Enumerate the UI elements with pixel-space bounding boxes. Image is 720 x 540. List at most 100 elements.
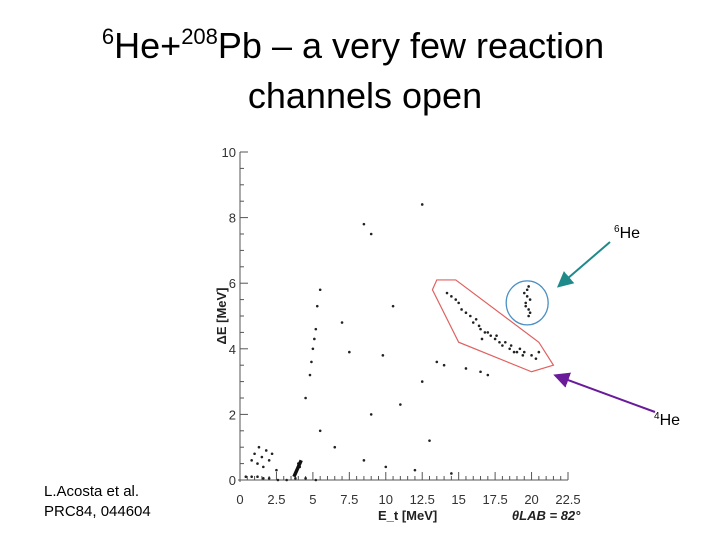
data-point — [524, 304, 528, 308]
data-point — [474, 317, 478, 321]
data-point — [450, 295, 453, 298]
x-tick-label: 10 — [379, 492, 393, 507]
data-point — [498, 340, 501, 344]
data-point — [264, 449, 268, 452]
data-point — [464, 367, 468, 370]
data-point — [294, 477, 297, 480]
label-6he-sup: 6 — [614, 224, 620, 235]
data-point — [537, 350, 541, 354]
data-point — [428, 439, 431, 442]
citation: L.Acosta et al. PRC84, 044604 — [44, 482, 151, 522]
data-point — [471, 321, 475, 324]
data-point — [262, 477, 265, 480]
data-point — [304, 477, 307, 480]
data-point — [285, 478, 288, 482]
x-tick-label: 20 — [524, 492, 538, 507]
x-tick-label: 0 — [236, 492, 243, 507]
data-point — [420, 380, 424, 383]
data-point — [525, 288, 529, 292]
data-point — [313, 337, 316, 341]
data-point — [250, 459, 253, 462]
label-4he: 4He — [654, 412, 680, 430]
data-point — [262, 465, 265, 469]
data-point — [504, 340, 507, 344]
data-point — [250, 475, 253, 479]
data-point — [318, 429, 322, 433]
data-point — [253, 452, 256, 456]
data-point — [413, 468, 417, 472]
data-point — [489, 334, 493, 337]
data-point — [450, 472, 453, 475]
he6-region-circle — [505, 280, 549, 326]
x-tick-label: 12.5 — [410, 492, 435, 507]
citation-line2: PRC84, 044604 — [44, 503, 151, 520]
data-point — [442, 363, 446, 367]
x-tick-label: 5 — [309, 492, 316, 507]
data-point — [435, 360, 439, 364]
data-point — [381, 354, 385, 357]
x-tick-label: 2.5 — [267, 492, 285, 507]
y-tick-label: 2 — [229, 407, 236, 422]
data-point — [479, 370, 482, 374]
data-point — [308, 373, 312, 377]
data-point — [257, 445, 261, 449]
data-point — [480, 337, 484, 341]
data-point — [495, 334, 498, 337]
slide-title-line1: 6He+208Pb – a very few reaction — [0, 26, 713, 66]
data-point — [314, 478, 318, 482]
data-point — [315, 304, 319, 308]
data-point — [362, 222, 366, 226]
data-point — [483, 331, 487, 334]
data-point — [454, 298, 458, 301]
x-axis-label: E_t [MeV] — [378, 508, 437, 523]
data-point — [524, 301, 528, 305]
data-point — [479, 327, 482, 331]
data-point — [311, 347, 315, 351]
data-point — [512, 350, 516, 354]
y-tick-label: 0 — [229, 473, 236, 488]
title-text-he: He+ — [114, 25, 182, 66]
title-sup-mass6: 6 — [101, 24, 115, 49]
data-point — [501, 344, 504, 347]
data-point — [314, 327, 318, 331]
data-point — [534, 357, 538, 360]
label-4he-sup: 4 — [654, 411, 660, 422]
data-point — [270, 452, 274, 456]
data-point — [486, 373, 490, 377]
he4-pointer-arrow — [553, 372, 656, 413]
data-point — [477, 324, 481, 328]
data-point — [518, 347, 522, 351]
data-point — [362, 459, 366, 462]
data-point — [527, 285, 530, 288]
data-point — [527, 314, 530, 318]
data-point — [508, 347, 511, 351]
label-4he-text: He — [659, 412, 681, 429]
data-point — [318, 288, 322, 292]
slide-title-line2: channels open — [247, 75, 483, 116]
x-tick-label: 17.5 — [482, 492, 507, 507]
data-point — [528, 298, 532, 301]
data-point — [348, 350, 351, 354]
data-point — [384, 465, 388, 469]
label-6he-text: He — [619, 225, 641, 242]
data-point — [527, 308, 530, 311]
title-sup-mass208: 208 — [181, 24, 218, 49]
data-point — [256, 475, 259, 479]
data-point — [369, 232, 373, 236]
data-point — [515, 350, 519, 354]
y-axis-label: ΔE [MeV] — [214, 287, 229, 344]
he6-pointer-arrow — [556, 241, 611, 288]
citation-line1: L.Acosta et al. — [44, 483, 140, 500]
data-point — [310, 360, 313, 364]
data-point — [267, 459, 271, 462]
data-point — [340, 321, 344, 324]
data-point — [486, 331, 490, 334]
data-point — [399, 403, 402, 406]
data-point — [522, 350, 526, 354]
x-tick-label: 7.5 — [340, 492, 358, 507]
data-point — [457, 301, 460, 305]
y-tick-label: 10 — [222, 145, 236, 160]
data-point — [391, 304, 395, 308]
label-6he: 6He — [614, 225, 640, 243]
